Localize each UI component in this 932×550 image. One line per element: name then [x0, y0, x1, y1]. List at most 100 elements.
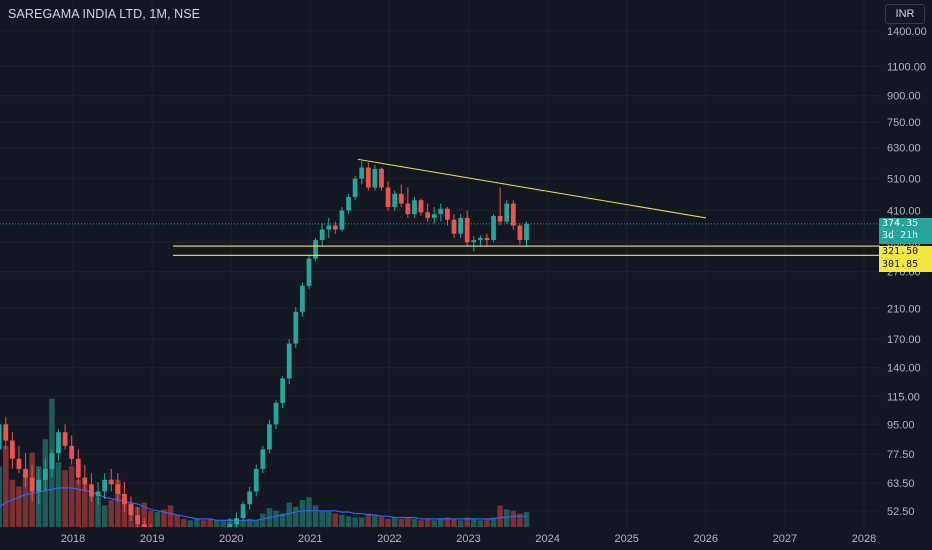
y-tick-label-16: 1400.00: [887, 26, 927, 38]
volume-bar-78: [457, 520, 464, 527]
y-tick-label-2: 77.50: [887, 449, 915, 461]
volume-bar-54: [299, 500, 306, 527]
volume-bar-37: [187, 520, 194, 527]
candle-body-15: [42, 468, 48, 480]
candle-body-72: [418, 200, 424, 213]
candle-body-70: [405, 203, 411, 215]
volume-bar-84: [497, 505, 503, 527]
volume-bar-75: [438, 518, 444, 527]
x-tick-label-9: 2027: [773, 533, 797, 545]
volume-bar-19: [68, 466, 75, 527]
volume-bar-55: [306, 497, 312, 527]
volume-bar-42: [220, 520, 227, 527]
x-tick-label-8: 2026: [694, 533, 718, 545]
candle-body-18: [62, 432, 68, 446]
x-tick-label-3: 2021: [298, 533, 322, 545]
volume-bar-33: [161, 509, 167, 527]
candle-body-79: [464, 217, 470, 243]
volume-bar-30: [141, 502, 147, 527]
volume-bar-32: [154, 512, 161, 527]
candle-body-45: [240, 504, 246, 519]
candle-body-13: [29, 477, 35, 492]
last-price-value: 374.35: [882, 218, 919, 229]
x-tick-label-0: 2018: [61, 533, 85, 545]
x-tick-label-4: 2022: [377, 533, 401, 545]
volume-bar-45: [240, 520, 246, 527]
volume-bar-59: [332, 513, 339, 527]
candle-body-11: [16, 458, 22, 469]
volume-bar-76: [444, 517, 451, 527]
symbol-title[interactable]: SAREGAMA INDIA LTD, 1M, NSE: [8, 7, 201, 21]
volume-bar-9: [2, 446, 9, 527]
candle-body-80: [471, 240, 477, 243]
volume-bar-71: [411, 518, 418, 527]
candle-body-20: [75, 458, 81, 478]
candle-body-24: [102, 479, 108, 492]
candle-body-58: [326, 225, 332, 230]
candle-body-87: [517, 225, 523, 241]
candle-body-47: [253, 468, 259, 492]
candle-body-75: [438, 208, 444, 215]
volume-bar-58: [325, 510, 332, 527]
volume-bar-40: [207, 518, 213, 527]
candle-body-76: [445, 208, 450, 220]
volume-bar-20: [75, 479, 82, 527]
candle-body-64: [365, 167, 371, 188]
volume-bar-62: [352, 517, 358, 527]
volume-bar-51: [279, 513, 286, 527]
volume-bar-10: [9, 479, 16, 527]
volume-bar-53: [293, 506, 299, 527]
candle-body-44: [234, 518, 239, 525]
x-tick-label-7: 2025: [614, 533, 638, 545]
candle-body-71: [412, 200, 417, 215]
candle-body-27: [122, 493, 127, 505]
x-tick-label-2: 2020: [219, 533, 243, 545]
candle-body-83: [491, 215, 496, 241]
candle-body-21: [82, 477, 88, 485]
volume-bar-46: [246, 518, 253, 527]
y-tick-label-0: 52.50: [887, 506, 915, 518]
candle-body-68: [392, 193, 398, 208]
volume-bar-88: [523, 512, 530, 527]
volume-bar-50: [273, 510, 279, 527]
x-tick-label-1: 2019: [140, 533, 164, 545]
volume-bar-41: [213, 520, 220, 527]
volume-bar-73: [424, 518, 431, 527]
volume-bar-67: [385, 518, 391, 527]
y-tick-label-3: 95.00: [887, 419, 915, 431]
volume-bar-17: [55, 462, 62, 527]
volume-bar-69: [398, 518, 405, 527]
candle-body-82: [484, 237, 490, 241]
candle-body-50: [273, 402, 279, 425]
volume-bar-11: [16, 486, 22, 527]
volume-bar-80: [471, 518, 477, 527]
candle-body-67: [385, 187, 391, 208]
candle-body-14: [36, 479, 42, 492]
volume-bar-47: [253, 520, 260, 527]
volume-bar-77: [451, 518, 457, 527]
x-tick-label-5: 2023: [456, 533, 480, 545]
volume-bar-34: [167, 505, 174, 527]
volume-bar-68: [391, 517, 398, 527]
y-tick-label-4: 115.00: [887, 391, 920, 403]
volume-bar-26: [115, 479, 121, 527]
volume-bar-36: [180, 518, 187, 527]
volume-bar-72: [418, 520, 424, 527]
y-tick-label-12: 630.00: [887, 143, 921, 155]
candle-body-29: [135, 515, 140, 525]
candle-body-88: [524, 223, 529, 241]
volume-bar-60: [339, 514, 345, 527]
trend-line-resistance: [357, 158, 706, 219]
candle-body-74: [431, 214, 437, 218]
volume-bar-35: [174, 514, 180, 527]
volume-bar-82: [484, 518, 490, 527]
volume-bar-83: [490, 517, 497, 527]
y-tick-label-13: 750.00: [887, 117, 921, 129]
y-tick-label-5: 140.00: [887, 363, 921, 375]
volume-bar-65: [372, 514, 378, 527]
candle-body-26: [115, 484, 121, 494]
candle-body-10: [9, 440, 15, 459]
currency-button[interactable]: INR: [885, 4, 925, 24]
